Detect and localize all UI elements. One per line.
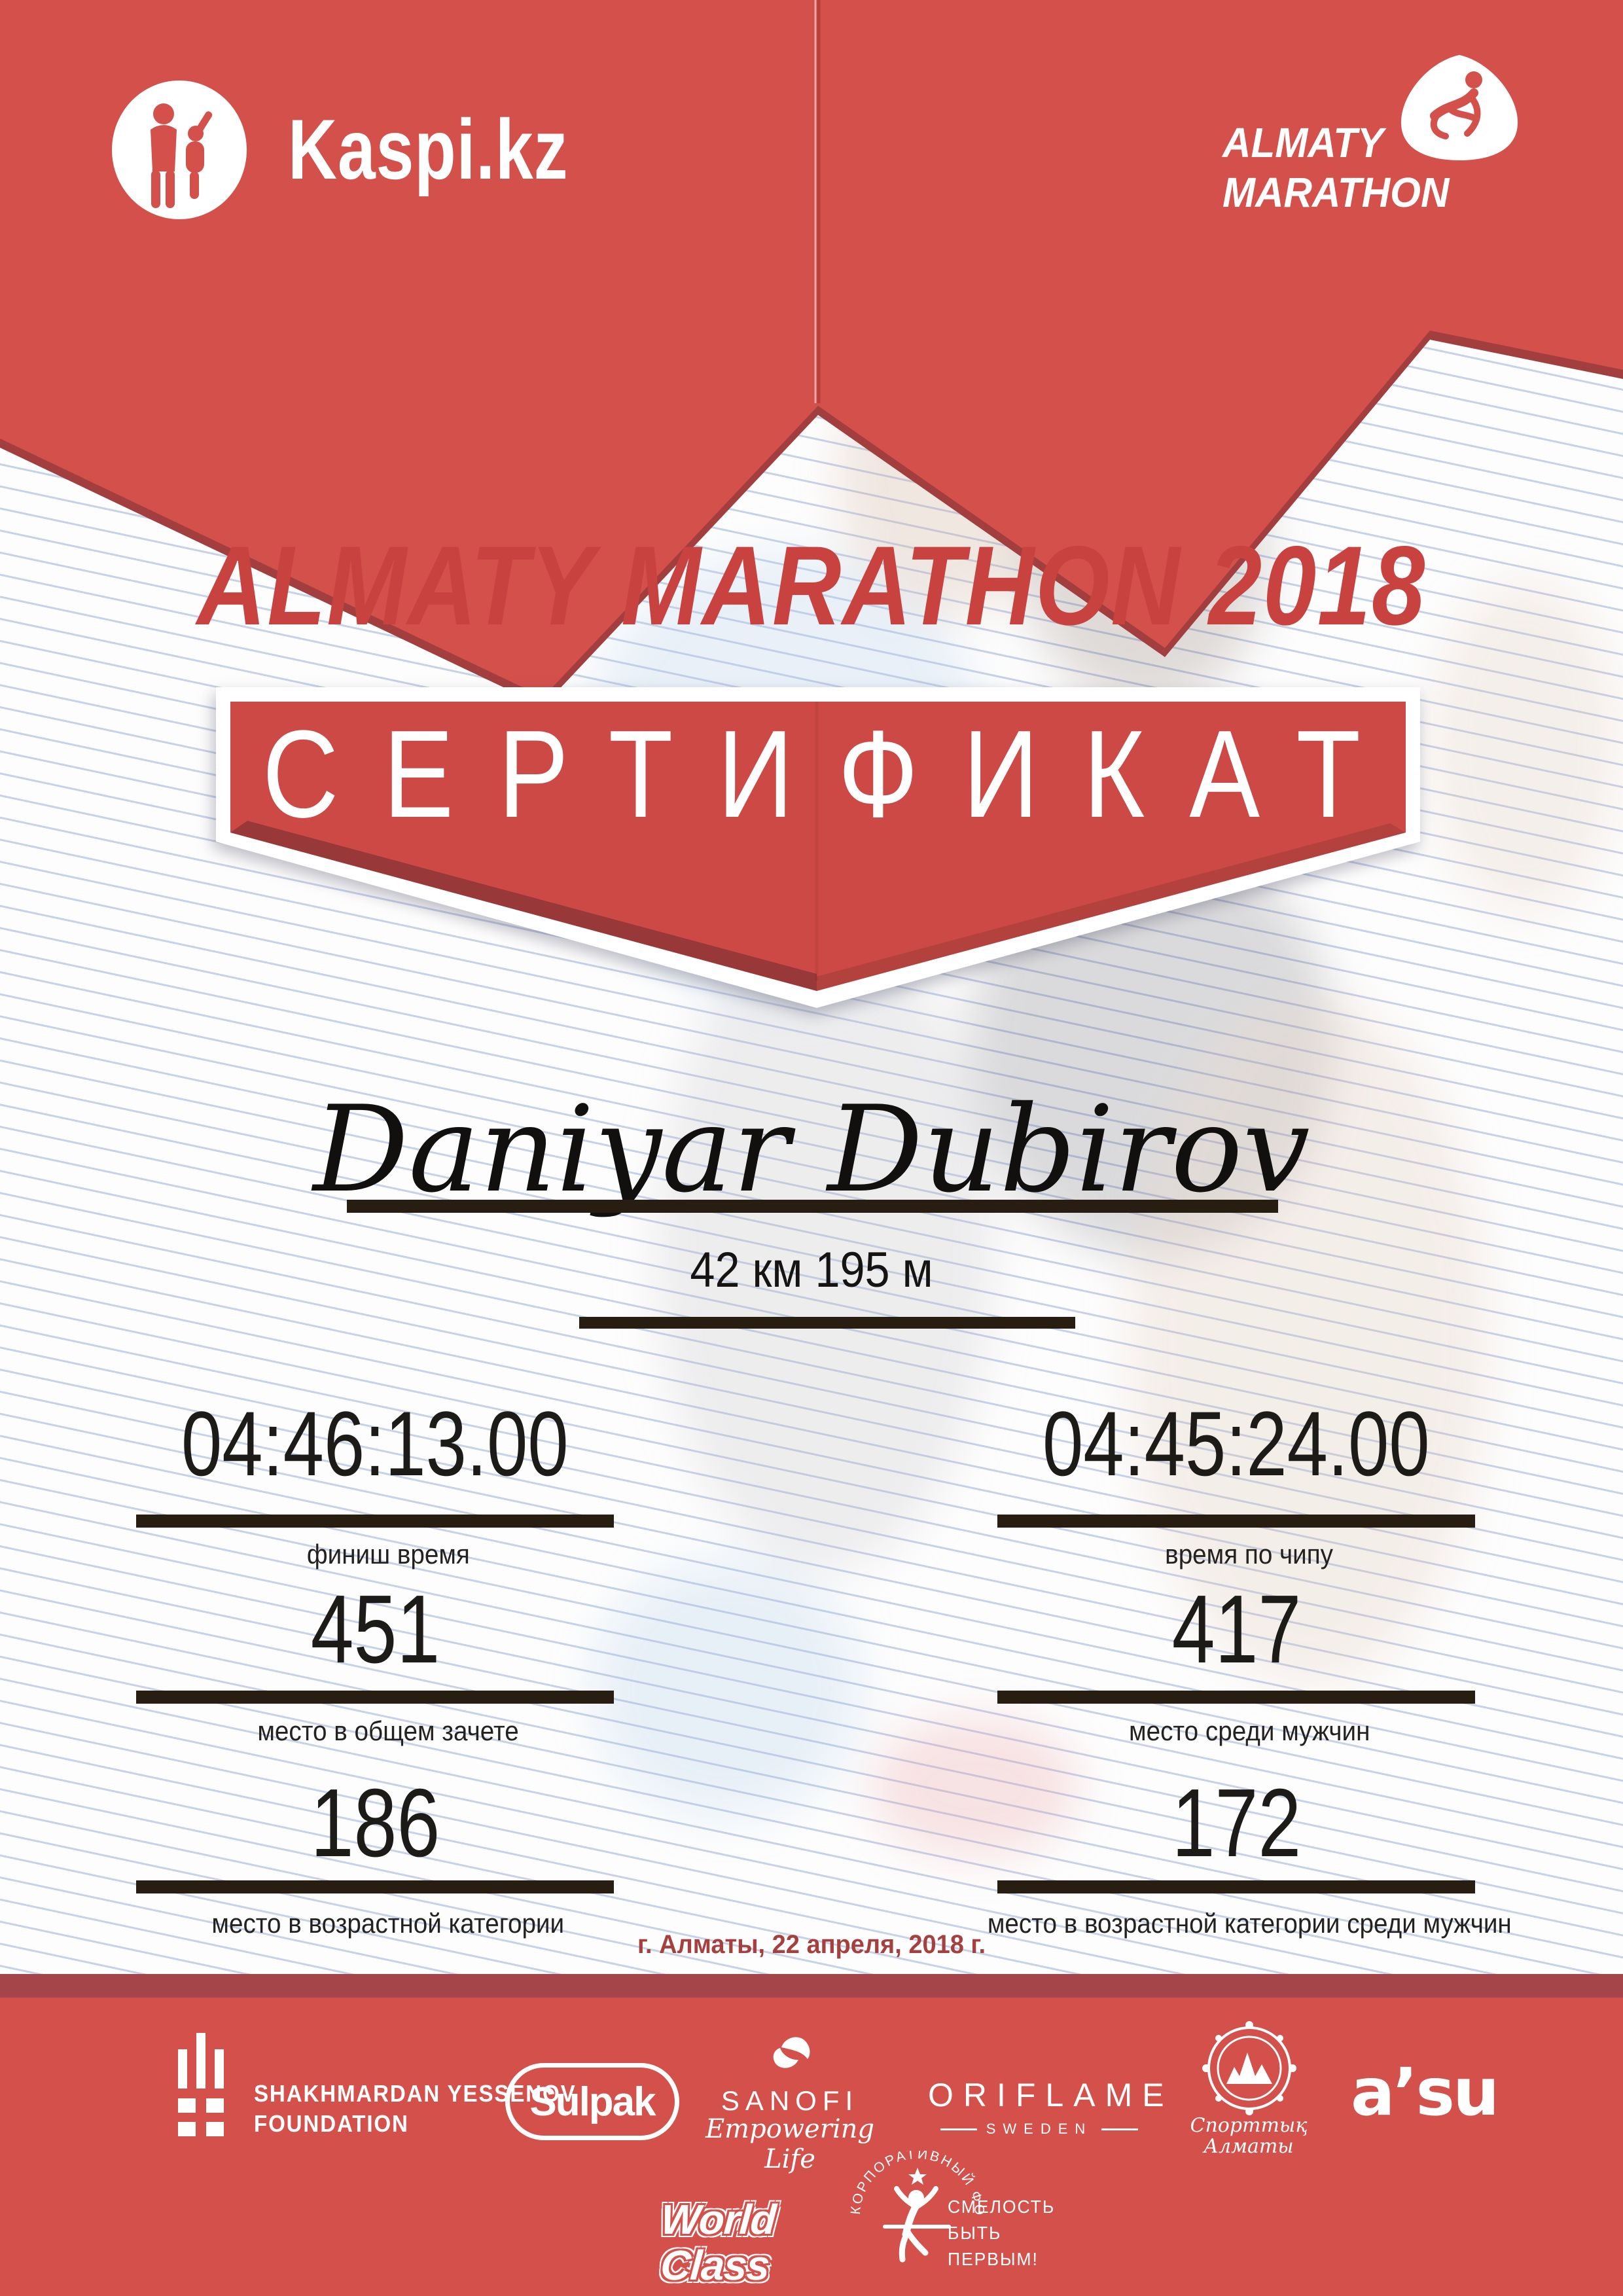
footer-dark-strip	[0, 1974, 1623, 1998]
stat-men-place-label: место среди мужчин	[1128, 1715, 1370, 1746]
oriflame-dash-left	[940, 2128, 977, 2130]
photo-blob	[870, 1715, 1080, 1859]
oriflame-country: SWEDEN	[928, 2121, 1150, 2138]
almaty-line: ALMATY	[1222, 119, 1384, 166]
footer-band	[0, 1998, 1623, 2296]
almaty-marathon-runner-icon	[1400, 55, 1518, 160]
yessenov-foundation-icon	[178, 2033, 224, 2136]
sport-almaty-line2: Алматы	[1204, 2135, 1294, 2158]
fund-slogan-line2: БЫТЬ	[948, 2223, 1002, 2243]
kaspi-wordmark: Kaspi.kz	[288, 101, 569, 197]
sanofi-wordmark: SANOFI	[721, 2085, 859, 2116]
stat-finish-time-label: финиш время	[306, 1539, 470, 1570]
sanofi-tagline: Empowering Life	[705, 2114, 874, 2174]
ribbon-bevel-right	[817, 823, 1406, 991]
fund-slogan-line1: СМЕЛОСТЬ	[948, 2197, 1056, 2217]
fund-slogan-line3: ПЕРВЫМ!	[948, 2249, 1039, 2269]
kaspi-logo: Kaspi.kz	[110, 79, 699, 223]
photo-blob	[1126, 995, 1492, 1689]
sport-almaty-emblem	[1202, 2021, 1296, 2115]
certificate-label: СЕРТИФИКАТ	[262, 705, 1406, 844]
stat-age-men-place-underline	[997, 1880, 1475, 1893]
stat-chip-time-underline	[997, 1515, 1475, 1528]
ribbon-bevel-left	[230, 821, 817, 991]
stat-overall-place-value: 451	[310, 1575, 440, 1683]
stat-age-place-underline	[136, 1880, 614, 1893]
world-class-logo: World Class	[659, 2196, 777, 2289]
distance: 42 км 195 м	[690, 1242, 933, 1298]
stat-men-place-underline	[997, 1691, 1475, 1704]
sport-almaty-wordmark: Спорттық Алматы	[1183, 2115, 1314, 2157]
header-shape	[0, 0, 1623, 697]
marathon-line: MARATHON	[1222, 169, 1450, 216]
stat-men-place-value: 417	[1171, 1575, 1301, 1683]
stat-overall-place-label: место в общем зачете	[257, 1715, 519, 1746]
distance-underline	[579, 1317, 1075, 1329]
certificate-ribbon	[216, 687, 1420, 1008]
sanofi-bird-icon	[773, 2037, 810, 2068]
stat-overall-place-underline	[136, 1691, 614, 1704]
sulpak-logo: Sulpak	[505, 2063, 679, 2140]
asu-logo: a’su	[1351, 2054, 1499, 2130]
stat-chip-time-value: 04:45:24.00	[1043, 1392, 1430, 1495]
oriflame-dash-right	[1101, 2128, 1139, 2130]
stat-chip-time-label: время по чипу	[1165, 1539, 1334, 1570]
event-title: ALMATY MARATHON 2018	[197, 523, 1426, 649]
fund-slogan: СМЕЛОСТЬ БЫТЬ ПЕРВЫМ!	[948, 2194, 1055, 2272]
photo-blob	[1427, 576, 1623, 916]
kaspi-people-icon	[112, 81, 247, 219]
oriflame-country-text: SWEDEN	[986, 2121, 1093, 2137]
stat-age-men-place-label: место в возрастной категории среди мужчи…	[987, 1908, 1512, 1939]
sport-almaty-line1: Спорттық	[1190, 2114, 1308, 2137]
stat-finish-time-underline	[136, 1515, 614, 1528]
photo-blob	[654, 929, 995, 1571]
almaty-marathon-wordmark: ALMATY MARATHON	[1222, 118, 1449, 217]
header-banner	[0, 0, 1623, 706]
stat-age-place-value: 186	[310, 1769, 440, 1877]
oriflame-wordmark: ORIFLAME	[928, 2077, 1174, 2113]
participant-name: Daniyar Dubirov	[313, 1080, 1310, 1219]
date-line: г. Алматы, 22 апреля, 2018 г.	[637, 1930, 986, 1959]
stat-age-men-place-value: 172	[1171, 1769, 1301, 1877]
stat-finish-time-value: 04:46:13.00	[181, 1392, 569, 1495]
yessenov-line2: FOUNDATION	[254, 2110, 409, 2137]
sulpak-wordmark: Sulpak	[529, 2079, 656, 2125]
corporate-fund-emblem: КОРПОРАТИВНЫЙ ФОНД	[846, 2151, 985, 2263]
photo-blob	[589, 1558, 864, 1820]
stat-age-place-label: место в возрастной категории	[211, 1908, 565, 1939]
ribbon-body	[230, 702, 1406, 991]
name-underline	[347, 1200, 1278, 1213]
